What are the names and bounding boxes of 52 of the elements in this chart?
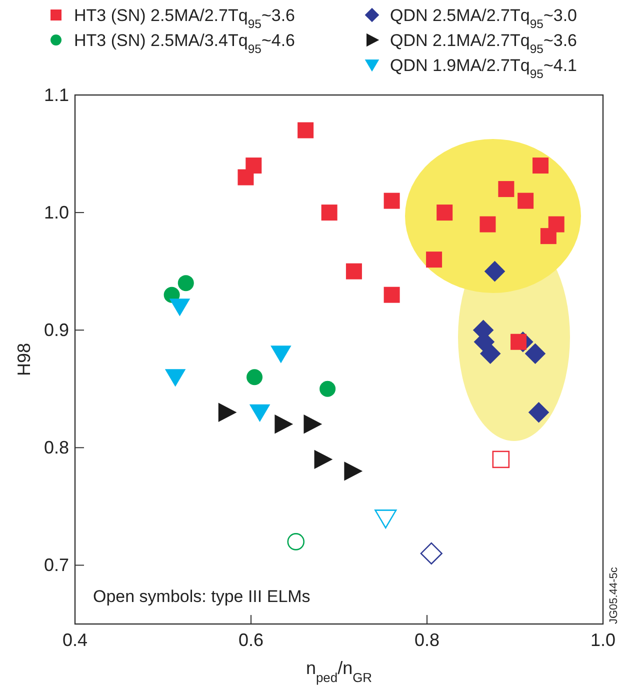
annotation: Open symbols: type III ELMs <box>93 587 310 606</box>
point <box>528 402 550 423</box>
point <box>480 216 496 232</box>
point <box>492 450 510 468</box>
point <box>484 260 506 282</box>
legend-label: QDN 1.9MA/2.7Tq$_{95}$~4.1 <box>390 56 577 81</box>
x-tick-label: 0.8 <box>414 630 440 650</box>
legend-label: HT3 (SN) 2.5MA/2.7Tq$_{95}$~3.6 <box>74 6 295 31</box>
point <box>384 286 400 303</box>
legend-label: QDN 2.5MA/2.7Tq$_{95}$~3.0 <box>390 6 577 31</box>
y-tick-label: 0.8 <box>44 438 69 458</box>
point <box>532 158 549 174</box>
point <box>518 192 534 209</box>
point <box>344 462 363 481</box>
point <box>320 380 336 397</box>
point <box>270 346 292 364</box>
point <box>498 181 514 198</box>
point <box>524 343 546 364</box>
point <box>384 192 400 209</box>
y-tick-label: 1.0 <box>44 202 69 223</box>
point <box>246 158 262 174</box>
point <box>178 275 194 292</box>
x-tick-label: 1.0 <box>590 630 616 650</box>
point <box>304 414 322 434</box>
legend-label: HT3 (SN) 2.5MA/3.4Tq$_{95}$~4.6 <box>74 31 295 56</box>
point <box>436 204 453 221</box>
point <box>274 414 294 434</box>
point <box>321 204 338 221</box>
text: JG05.44-5c <box>608 566 620 624</box>
y-tick-label: 0.7 <box>44 555 69 576</box>
x-tick-label: 0.6 <box>238 630 264 650</box>
point <box>164 369 186 387</box>
point <box>420 542 442 565</box>
point <box>374 510 397 528</box>
y-axis-title: H98 <box>14 342 34 376</box>
point <box>246 369 263 386</box>
x-tick-label: 0.4 <box>62 630 88 650</box>
point <box>169 298 190 316</box>
point <box>249 404 270 422</box>
y-tick-label: 1.1 <box>44 85 69 105</box>
point <box>426 252 442 268</box>
point <box>510 334 527 350</box>
point <box>314 450 333 470</box>
point <box>540 228 556 244</box>
point <box>298 122 314 138</box>
point <box>287 533 305 550</box>
point <box>218 402 237 422</box>
y-tick-label: 0.9 <box>44 320 69 340</box>
point <box>346 263 362 280</box>
point <box>480 343 501 364</box>
x-axis-title: n$_{ped}$/n$_{GR}$ <box>306 658 372 684</box>
legend-label: QDN 2.1MA/2.7Tq$_{95}$~3.6 <box>390 31 577 56</box>
